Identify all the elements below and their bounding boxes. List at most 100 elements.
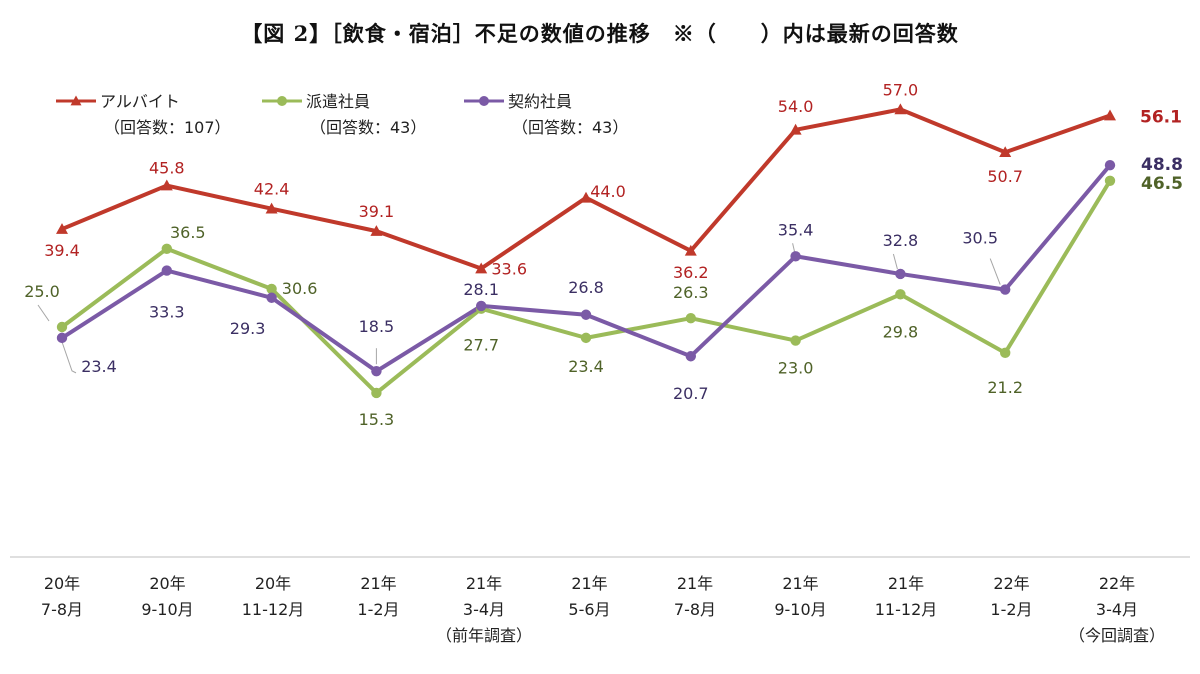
data-label-2-9: 30.5 bbox=[962, 229, 998, 248]
data-point-1-8 bbox=[895, 289, 906, 300]
data-point-2-6 bbox=[685, 351, 696, 362]
data-point-0-5 bbox=[580, 191, 592, 203]
x-tick-label-4-0: 21年 bbox=[466, 574, 502, 593]
x-tick-label-10-0: 22年 bbox=[1099, 574, 1135, 593]
leader-lines bbox=[37, 243, 1001, 374]
data-point-2-9 bbox=[1000, 284, 1011, 295]
x-tick-label-1-0: 20年 bbox=[149, 574, 185, 593]
data-label-0-10: 56.1 bbox=[1140, 108, 1182, 128]
data-label-2-3: 18.5 bbox=[359, 317, 395, 336]
legend-label-0: アルバイト bbox=[100, 92, 180, 111]
data-label-1-5: 23.4 bbox=[568, 357, 604, 376]
data-point-1-1 bbox=[161, 243, 172, 254]
legend-label-1: 派遣社員 bbox=[306, 92, 370, 111]
data-label-1-2: 30.6 bbox=[282, 279, 318, 298]
legend-count-2: （回答数：43） bbox=[512, 118, 628, 137]
legend-count-1: （回答数：43） bbox=[310, 118, 426, 137]
data-label-0-9: 50.7 bbox=[987, 167, 1023, 186]
data-label-0-7: 54.0 bbox=[778, 97, 814, 116]
data-label-0-3: 39.1 bbox=[359, 202, 395, 221]
data-label-0-1: 45.8 bbox=[149, 159, 185, 178]
data-point-2-3 bbox=[371, 366, 382, 377]
legend-label-2: 契約社員 bbox=[508, 92, 572, 111]
x-tick-label-7-0: 21年 bbox=[782, 574, 818, 593]
x-tick-label-8-0: 21年 bbox=[888, 574, 924, 593]
x-tick-label-10-2: （今回調査） bbox=[1069, 626, 1165, 645]
x-tick-label-0-0: 20年 bbox=[44, 574, 80, 593]
data-point-2-10 bbox=[1104, 159, 1116, 171]
data-point-1-0 bbox=[56, 321, 68, 333]
data-point-1-3 bbox=[371, 387, 382, 399]
data-label-1-10: 46.5 bbox=[1141, 174, 1183, 194]
x-tick-label-3-1: 1-2月 bbox=[357, 600, 399, 619]
legend-marker-0 bbox=[70, 95, 82, 106]
data-label-2-4: 28.1 bbox=[463, 280, 499, 299]
x-tick-label-10-1: 3-4月 bbox=[1096, 600, 1138, 619]
data-label-0-0: 39.4 bbox=[44, 241, 80, 260]
x-tick-label-2-0: 20年 bbox=[255, 574, 291, 593]
data-label-2-8: 32.8 bbox=[883, 231, 919, 250]
data-label-0-6: 36.2 bbox=[673, 263, 709, 282]
data-point-0-1 bbox=[160, 179, 173, 191]
chart-title: 【図 2】［飲食・宿泊］不足の数値の推移 ※（ ）内は最新の回答数 bbox=[241, 21, 959, 46]
data-point-0-7 bbox=[789, 123, 802, 135]
x-tick-label-8-1: 11-12月 bbox=[875, 600, 938, 619]
data-point-1-6 bbox=[685, 312, 696, 324]
leader-line-2-8 bbox=[892, 253, 898, 270]
series-markers bbox=[56, 103, 1116, 399]
data-label-1-8: 29.8 bbox=[883, 322, 919, 341]
data-label-1-4: 27.7 bbox=[463, 336, 499, 355]
data-point-2-2 bbox=[266, 292, 277, 303]
x-tick-label-0-1: 7-8月 bbox=[41, 600, 83, 619]
data-point-2-0 bbox=[56, 332, 68, 344]
x-tick-label-3-0: 21年 bbox=[360, 574, 396, 593]
data-point-0-3 bbox=[370, 225, 383, 236]
data-point-1-10 bbox=[1104, 175, 1116, 186]
data-label-2-6: 20.7 bbox=[673, 384, 709, 403]
x-tick-label-6-1: 7-8月 bbox=[674, 600, 716, 619]
data-point-2-1 bbox=[161, 265, 172, 276]
data-label-1-3: 15.3 bbox=[359, 410, 395, 429]
x-tick-label-4-1: 3-4月 bbox=[463, 600, 505, 619]
x-tick-labels: 20年 7-8月 20年 9-10月 20年 11-12月 21年 1-2月 21年 3-4月 （前… bbox=[41, 574, 1165, 645]
data-point-1-5 bbox=[580, 332, 592, 344]
data-label-0-8: 57.0 bbox=[883, 80, 919, 99]
x-tick-label-9-0: 22年 bbox=[993, 574, 1029, 593]
series-lines bbox=[60, 107, 1112, 395]
data-label-2-1: 33.3 bbox=[149, 303, 185, 322]
data-point-2-8 bbox=[895, 268, 906, 280]
data-point-0-4 bbox=[475, 262, 488, 274]
x-tick-label-9-1: 1-2月 bbox=[990, 600, 1032, 619]
data-label-0-2: 42.4 bbox=[254, 180, 290, 199]
data-point-1-2 bbox=[266, 283, 277, 295]
data-label-2-7: 35.4 bbox=[778, 220, 814, 239]
leader-line-1-0 bbox=[37, 304, 50, 322]
data-point-0-9 bbox=[999, 146, 1012, 158]
x-tick-label-7-1: 9-10月 bbox=[774, 600, 826, 619]
data-labels: 25.0 36.5 30.6 15.3 27.7 23.4 26.3 23.0 29.8 21.2… bbox=[24, 80, 1183, 429]
data-label-0-5: 44.0 bbox=[590, 182, 626, 201]
legend-count-0: （回答数：107） bbox=[104, 118, 231, 137]
data-point-0-6 bbox=[684, 244, 697, 256]
data-point-0-0 bbox=[56, 223, 68, 234]
x-tick-label-5-1: 5-6月 bbox=[568, 600, 610, 619]
leader-line-2-0 bbox=[61, 341, 77, 374]
legend: アルバイト （回答数：107） 派遣社員 （回答数：43） 契約社員 （回答数：43） bbox=[56, 92, 628, 137]
data-label-1-6: 26.3 bbox=[673, 283, 709, 302]
legend-marker-2 bbox=[479, 96, 489, 106]
data-label-0-4: 33.6 bbox=[491, 260, 527, 279]
data-label-1-9: 21.2 bbox=[987, 378, 1023, 397]
data-point-2-7 bbox=[790, 251, 801, 262]
x-tick-label-2-1: 11-12月 bbox=[242, 600, 305, 619]
data-label-1-7: 23.0 bbox=[778, 359, 814, 378]
legend-marker-1 bbox=[277, 96, 287, 106]
data-label-2-0: 23.4 bbox=[81, 357, 117, 376]
data-point-0-2 bbox=[265, 202, 278, 214]
data-label-2-5: 26.8 bbox=[568, 278, 604, 297]
data-label-1-0: 25.0 bbox=[24, 282, 60, 301]
data-point-0-8 bbox=[894, 103, 907, 115]
data-label-2-2: 29.3 bbox=[230, 319, 266, 338]
x-tick-label-5-0: 21年 bbox=[571, 574, 607, 593]
x-tick-label-1-1: 9-10月 bbox=[141, 600, 193, 619]
